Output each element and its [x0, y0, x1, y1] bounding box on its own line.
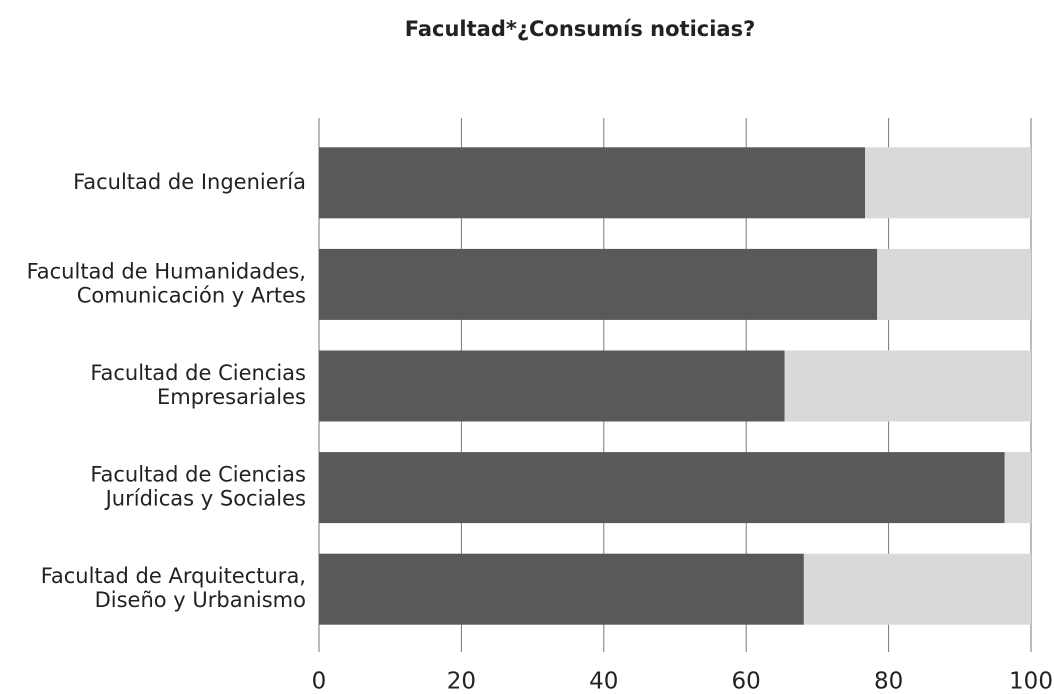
x-tick-label: 100: [1009, 669, 1053, 694]
bar-segment: [319, 147, 866, 219]
y-tick-label: Facultad de Humanidades,: [27, 259, 306, 283]
bar-segment: [803, 553, 1031, 625]
y-tick-label: Facultad de Ciencias: [90, 361, 306, 385]
y-tick-label: Comunicación y Artes: [77, 283, 306, 307]
bar-segment: [319, 553, 804, 625]
y-tick-label: Empresariales: [157, 385, 306, 409]
y-tick-label: Facultad de Ingeniería: [73, 170, 306, 194]
bar-segment: [1004, 452, 1031, 524]
bar-segment: [877, 248, 1031, 320]
bar-segment: [319, 452, 1005, 524]
chart-title: Facultad*¿Consumís noticias?: [405, 17, 756, 41]
bar-segment: [865, 147, 1031, 219]
x-tick-label: 80: [874, 669, 903, 694]
y-tick-label: Jurídicas y Sociales: [104, 487, 306, 511]
y-tick-label: Facultad de Ciencias: [90, 463, 306, 487]
bar-segment: [784, 350, 1031, 422]
x-tick-label: 40: [589, 669, 618, 694]
y-tick-label: Diseño y Urbanismo: [95, 588, 306, 612]
x-tick-label: 20: [447, 669, 476, 694]
y-tick-label: Facultad de Arquitectura,: [41, 564, 306, 588]
bar-segment: [319, 350, 785, 422]
bar-segment: [319, 248, 878, 320]
x-tick-label: 0: [312, 669, 327, 694]
x-tick-label: 60: [732, 669, 761, 694]
